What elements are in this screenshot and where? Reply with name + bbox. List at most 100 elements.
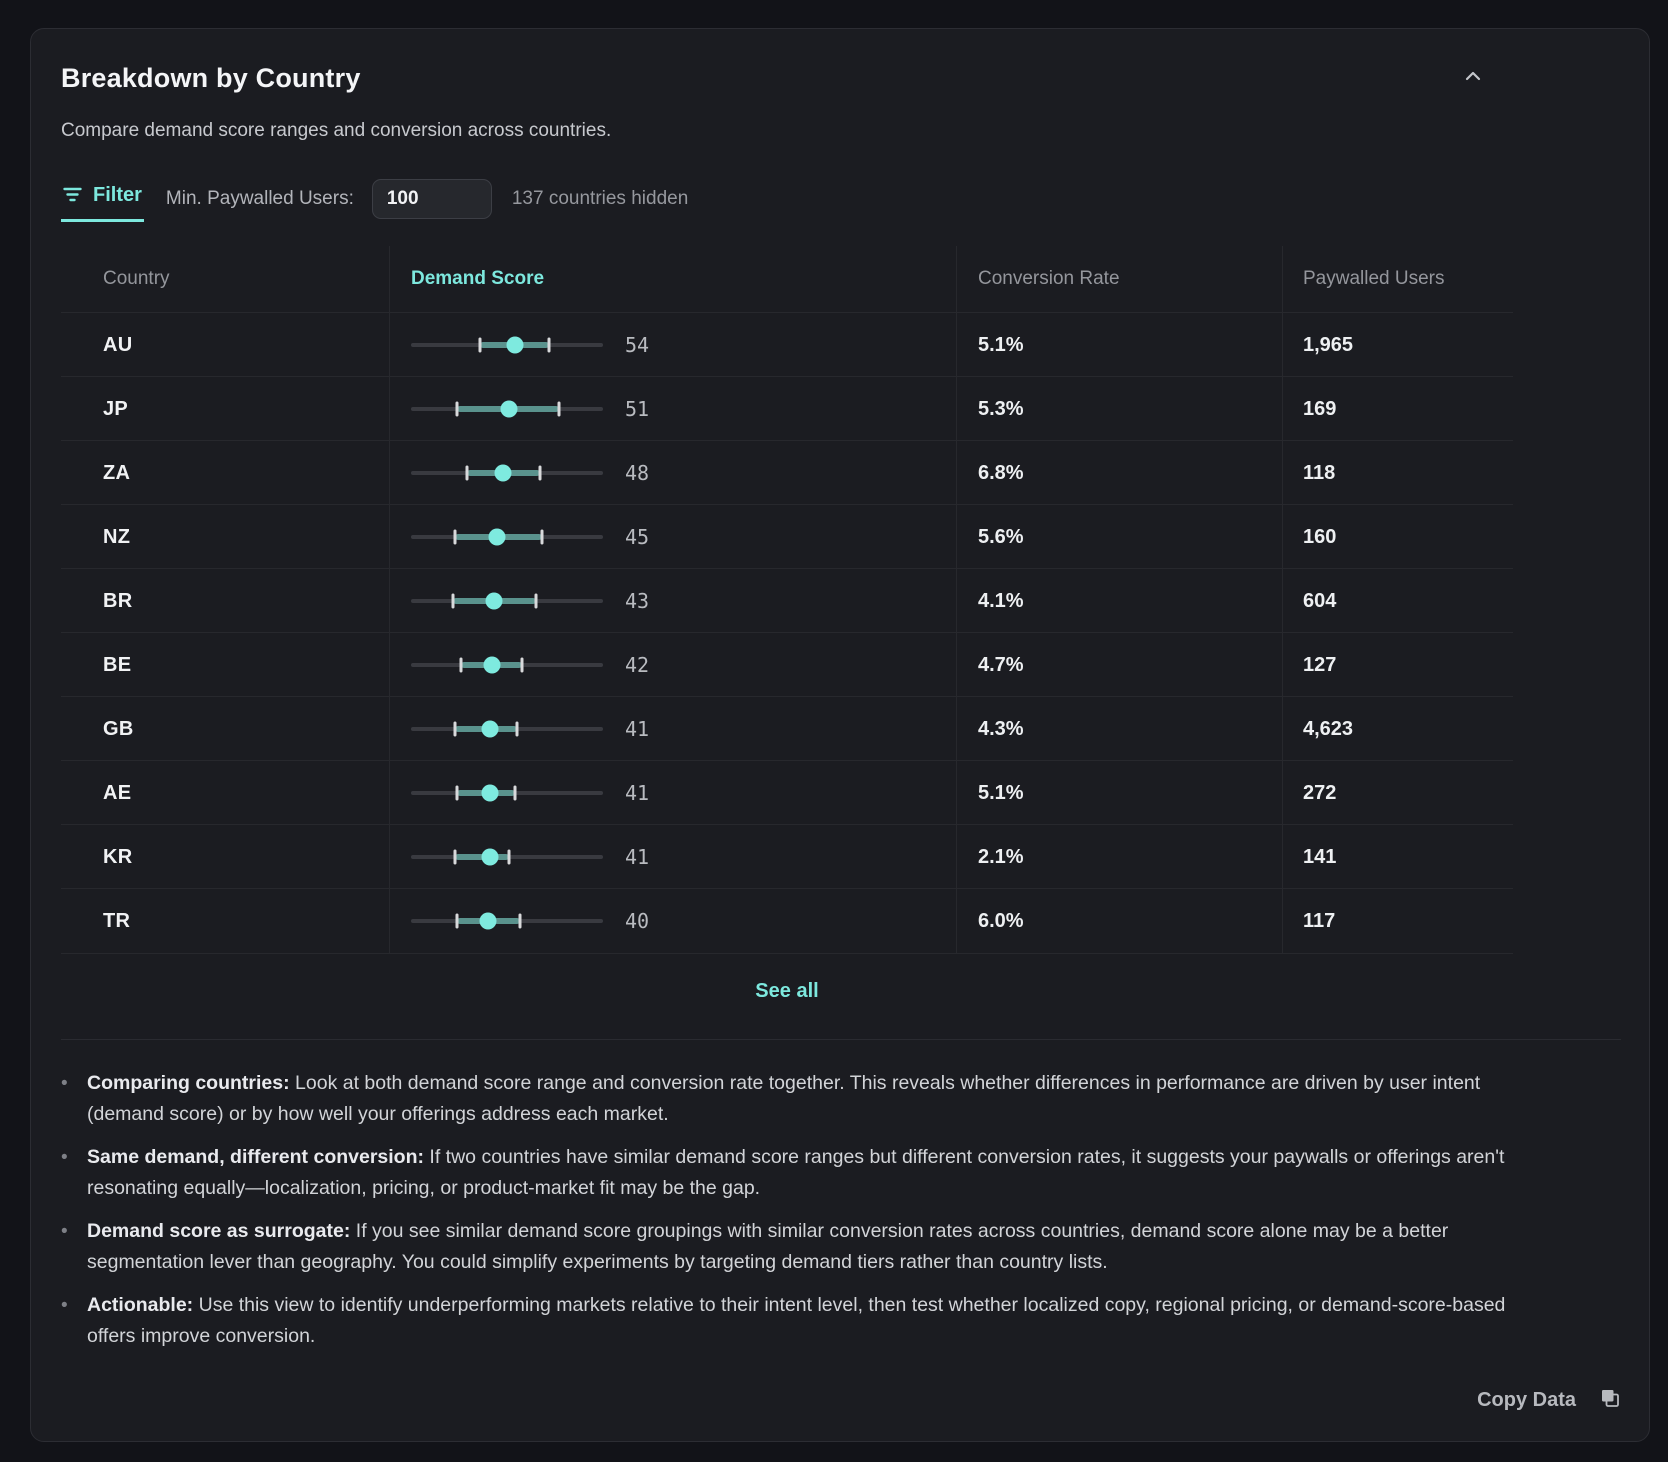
conversion-rate-value: 5.6% [956,504,1282,569]
insight-note: • Actionable: Use this view to identify … [61,1290,1523,1352]
filter-row: Filter Min. Paywalled Users: 137 countri… [61,176,1619,222]
countries-hidden-note: 137 countries hidden [511,188,689,209]
demand-score-value: 45 [625,525,650,549]
slider-low-whisker [455,401,459,417]
column-header-paywalled-users[interactable]: Paywalled Users [1282,246,1513,312]
chevron-up-icon [1463,71,1483,86]
slider-score-dot [479,912,497,930]
slider-high-whisker [538,465,542,481]
slider-score-dot [494,464,512,482]
demand-score-cell: 48 [389,440,956,505]
conversion-rate-value: 6.8% [956,440,1282,505]
conversion-rate-value: 4.7% [956,632,1282,697]
card-footer: Copy Data [61,1388,1621,1412]
insight-notes-list: • Comparing countries: Look at both dema… [61,1068,1523,1352]
demand-score-range-slider [411,569,603,633]
slider-low-whisker [453,721,457,737]
slider-score-dot [506,336,524,354]
table-row: BE 42 4.7% 127 [61,632,1513,697]
conversion-rate-value: 4.1% [956,568,1282,633]
slider-high-whisker [518,913,522,929]
column-header-country[interactable]: Country [103,268,170,289]
demand-score-value: 43 [625,589,650,613]
demand-score-cell: 41 [389,760,956,825]
breakdown-card: Breakdown by Country Compare demand scor… [30,28,1650,1442]
demand-score-cell: 41 [389,824,956,889]
note-text: Comparing countries: Look at both demand… [87,1072,1481,1125]
country-code: AU [61,312,389,377]
demand-score-range-slider [411,505,603,569]
country-code: KR [61,824,389,889]
country-table: Country Demand Score Conversion Rate Pay… [61,246,1513,954]
conversion-rate-value: 6.0% [956,888,1282,954]
slider-high-whisker [520,657,524,673]
country-code: AE [61,760,389,825]
table-row: GB 41 4.3% 4,623 [61,696,1513,761]
conversion-rate-value: 5.1% [956,312,1282,377]
slider-score-dot [500,400,518,418]
paywalled-users-value: 118 [1282,440,1513,505]
conversion-rate-value: 5.1% [956,760,1282,825]
table-row: ZA 48 6.8% 118 [61,440,1513,505]
table-row: AU 54 5.1% 1,965 [61,312,1513,377]
slider-low-whisker [465,465,469,481]
filter-tab[interactable]: Filter [61,176,144,222]
demand-score-value: 51 [625,397,650,421]
demand-score-range-slider [411,441,603,505]
table-row: KR 41 2.1% 141 [61,824,1513,889]
demand-score-range-slider [411,697,603,761]
country-code: TR [61,888,389,954]
note-text: Same demand, different conversion: If tw… [87,1146,1505,1199]
table-header-row: Country Demand Score Conversion Rate Pay… [61,246,1513,312]
slider-score-dot [488,528,506,546]
slider-low-whisker [453,849,457,865]
paywalled-users-value: 117 [1282,888,1513,954]
slider-score-dot [481,720,499,738]
table-body: AU 54 5.1% 1,965 JP 51 5.3% [61,312,1513,954]
collapse-button[interactable] [1459,65,1487,90]
copy-data-label: Copy Data [1477,1388,1576,1411]
demand-score-cell: 40 [389,888,956,954]
demand-score-range-slider [411,825,603,889]
slider-high-whisker [547,337,551,353]
slider-score-dot [485,592,503,610]
country-code: BE [61,632,389,697]
table-row: BR 43 4.1% 604 [61,568,1513,633]
paywalled-users-value: 169 [1282,376,1513,441]
see-all-link[interactable]: See all [755,980,819,1002]
demand-score-value: 41 [625,717,650,741]
filter-tab-label: Filter [93,184,142,206]
slider-low-whisker [455,785,459,801]
slider-high-whisker [515,721,519,737]
slider-low-whisker [459,657,463,673]
demand-score-value: 41 [625,845,650,869]
column-header-demand-score[interactable]: Demand Score [389,246,956,312]
demand-score-cell: 45 [389,504,956,569]
demand-score-value: 42 [625,653,650,677]
demand-score-cell: 54 [389,312,956,377]
paywalled-users-value: 604 [1282,568,1513,633]
demand-score-value: 40 [625,909,650,933]
conversion-rate-value: 5.3% [956,376,1282,441]
see-all-container: See all [61,952,1513,1039]
card-header: Breakdown by Country [61,63,1619,94]
column-header-conversion-rate[interactable]: Conversion Rate [956,246,1282,312]
demand-score-range-slider [411,633,603,697]
section-divider [61,1039,1621,1040]
bullet-marker: • [61,1221,68,1242]
paywalled-users-value: 272 [1282,760,1513,825]
demand-score-range-slider [411,889,603,953]
slider-high-whisker [540,529,544,545]
slider-high-whisker [534,593,538,609]
country-code: NZ [61,504,389,569]
page-title: Breakdown by Country [61,63,361,93]
demand-score-value: 48 [625,461,650,485]
bullet-marker: • [61,1073,68,1094]
paywalled-users-value: 1,965 [1282,312,1513,377]
demand-score-range-slider [411,313,603,377]
min-paywalled-users-input[interactable] [371,179,492,219]
slider-low-whisker [455,913,459,929]
copy-data-button[interactable]: Copy Data [1477,1388,1621,1412]
demand-score-cell: 41 [389,696,956,761]
slider-score-dot [481,848,499,866]
